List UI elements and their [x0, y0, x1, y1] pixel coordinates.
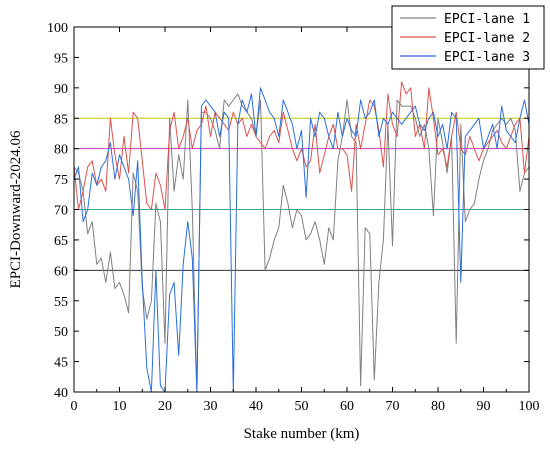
- x-tick-label: 50: [295, 399, 309, 414]
- y-tick-label: 85: [54, 112, 68, 127]
- legend-label-2: EPCI-lane 2: [444, 31, 530, 46]
- x-axis-title: Stake number (km): [244, 426, 360, 442]
- x-tick-label: 10: [113, 399, 127, 414]
- x-tick-label: 100: [519, 399, 540, 414]
- y-axis-title: EPCI-Downward-2024.06: [8, 130, 24, 288]
- x-tick-label: 80: [431, 399, 445, 414]
- series-line-3: [74, 87, 529, 392]
- x-tick-label: 60: [340, 399, 354, 414]
- y-tick-label: 55: [54, 295, 68, 310]
- y-tick-label: 75: [54, 173, 68, 188]
- y-tick-label: 45: [54, 356, 68, 371]
- legend-label-3: EPCI-lane 3: [444, 50, 530, 65]
- legend-label-1: EPCI-lane 1: [444, 12, 530, 27]
- x-tick-label: 30: [204, 399, 218, 414]
- x-tick-label: 20: [158, 399, 172, 414]
- series-line-2: [74, 81, 529, 210]
- y-tick-label: 100: [47, 21, 68, 36]
- y-tick-label: 40: [54, 386, 68, 401]
- y-tick-label: 50: [54, 325, 68, 340]
- x-tick-label: 0: [71, 399, 78, 414]
- x-tick-label: 40: [249, 399, 263, 414]
- series-line-1: [74, 93, 529, 392]
- x-tick-label: 70: [386, 399, 400, 414]
- x-tick-label: 90: [477, 399, 491, 414]
- y-tick-label: 95: [54, 51, 68, 66]
- y-tick-label: 70: [54, 204, 68, 219]
- y-tick-label: 65: [54, 234, 68, 249]
- y-tick-label: 90: [54, 82, 68, 97]
- y-tick-label: 60: [54, 264, 68, 279]
- y-tick-label: 80: [54, 143, 68, 158]
